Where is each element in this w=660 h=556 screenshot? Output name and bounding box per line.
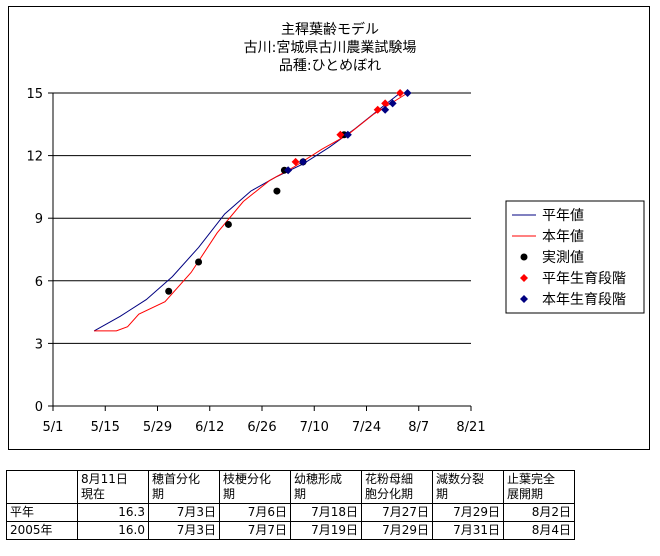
table-header-cell xyxy=(6,470,78,504)
chart-title-line-1: 主稈葉齢モデル xyxy=(281,21,379,38)
legend-label: 本年生育段階 xyxy=(542,292,626,308)
data-point-series-4 xyxy=(299,157,308,166)
table-cell: 7月29日 xyxy=(361,521,433,540)
data-point-series-3 xyxy=(373,105,382,114)
table-cell: 7月27日 xyxy=(361,503,433,522)
legend-swatch xyxy=(520,253,528,261)
legend-swatch xyxy=(520,295,528,303)
x-tick-label: 7/24 xyxy=(352,420,381,435)
chart-frame: 主稈葉齢モデル 古川:宮城県古川農業試験場 品種:ひとめぼれ 0 3 6 9 12 15 5… xyxy=(8,6,650,450)
table-header-cell: 花粉母細 胞分化期 xyxy=(361,470,433,504)
data-point-series-3 xyxy=(336,130,345,139)
data-point-series-2 xyxy=(273,187,281,195)
table-header-row: 8月11日 現在 穂首分化期 枝梗分化期 幼穂形成期 花粉母細 胞分化期 減数分裂期… xyxy=(6,470,575,504)
x-tick-label: 5/1 xyxy=(43,420,64,435)
legend-label: 本年値 xyxy=(542,229,584,245)
table-row-label: 平年 xyxy=(6,503,78,522)
table-cell: 7月19日 xyxy=(290,521,362,540)
series-line-0 xyxy=(93,92,401,332)
x-tick-label: 8/7 xyxy=(408,420,429,435)
data-point-series-2 xyxy=(195,258,203,266)
data-point-series-3 xyxy=(291,157,300,166)
table-header-cell: 幼穂形成期 xyxy=(290,470,362,504)
x-tick-label: 5/29 xyxy=(143,420,172,435)
table-header-cell: 止葉完全 展開期 xyxy=(503,470,575,504)
x-tick-label: 6/12 xyxy=(195,420,224,435)
x-tick-label: 8/21 xyxy=(456,420,485,435)
legend-label: 実測値 xyxy=(542,250,584,266)
plot-area: 0 3 6 9 12 15 5/1 5/15 5/29 6/12 6/26 7/10 7/24 8/7 8/… xyxy=(26,87,485,435)
table-row-label: 2005年 xyxy=(6,521,78,540)
x-tick-label: 5/15 xyxy=(91,420,120,435)
data-point-series-4 xyxy=(403,89,412,97)
data-point-series-4 xyxy=(343,130,352,139)
data-point-series-3 xyxy=(396,89,405,97)
table-row: 平年 16.3 7月3日 7月6日 7月18日 7月27日 7月29日 8月2日 xyxy=(6,503,575,522)
data-point-series-4 xyxy=(284,166,293,175)
table-cell: 7月31日 xyxy=(432,521,504,540)
table-header-cell: 枝梗分化期 xyxy=(219,470,291,504)
legend-label: 平年生育段階 xyxy=(542,271,626,287)
table-cell: 16.0 xyxy=(77,521,149,540)
legend-label: 平年値 xyxy=(542,208,584,224)
table-header-cell: 穂首分化期 xyxy=(148,470,220,504)
chart-title-line-3: 品種:ひとめぼれ xyxy=(279,58,381,74)
table-cell: 7月3日 xyxy=(148,503,220,522)
y-tick-label: 6 xyxy=(35,275,43,290)
y-tick-label: 9 xyxy=(35,212,43,227)
series-line-1 xyxy=(94,92,408,332)
table-cell: 7月18日 xyxy=(290,503,362,522)
table-cell: 8月2日 xyxy=(503,503,575,522)
table-cell: 7月3日 xyxy=(148,521,220,540)
table-header-cell: 8月11日 現在 xyxy=(77,470,149,504)
x-tick-label: 7/10 xyxy=(300,420,329,435)
y-tick-label: 15 xyxy=(26,87,43,102)
data-point-series-4 xyxy=(388,99,397,108)
data-point-series-2 xyxy=(165,287,173,295)
table-row: 2005年 16.0 7月3日 7月7日 7月19日 7月29日 7月31日 8… xyxy=(6,521,575,540)
data-point-series-3 xyxy=(381,99,390,108)
x-tick-label: 6/26 xyxy=(247,420,276,435)
table-cell: 7月29日 xyxy=(432,503,504,522)
y-tick-label: 12 xyxy=(26,150,43,165)
leaf-age-chart: 主稈葉齢モデル 古川:宮城県古川農業試験場 品種:ひとめぼれ 0 3 6 9 12 15 5… xyxy=(26,21,645,435)
data-point-series-4 xyxy=(381,105,390,114)
y-tick-label: 0 xyxy=(35,400,43,415)
y-tick-label: 3 xyxy=(35,337,43,352)
table-cell: 8月4日 xyxy=(503,521,575,540)
table-cell: 7月7日 xyxy=(219,521,291,540)
growth-stage-table: 8月11日 現在 穂首分化期 枝梗分化期 幼穂形成期 花粉母細 胞分化期 減数分裂期… xyxy=(6,470,575,540)
chart-title-line-2: 古川:宮城県古川農業試験場 xyxy=(244,40,417,56)
table-cell: 16.3 xyxy=(77,503,149,522)
legend-box xyxy=(505,200,645,314)
table-cell: 7月6日 xyxy=(219,503,291,522)
table-header-cell: 減数分裂期 xyxy=(432,470,504,504)
data-point-series-2 xyxy=(224,220,232,228)
legend-swatch xyxy=(520,274,528,282)
